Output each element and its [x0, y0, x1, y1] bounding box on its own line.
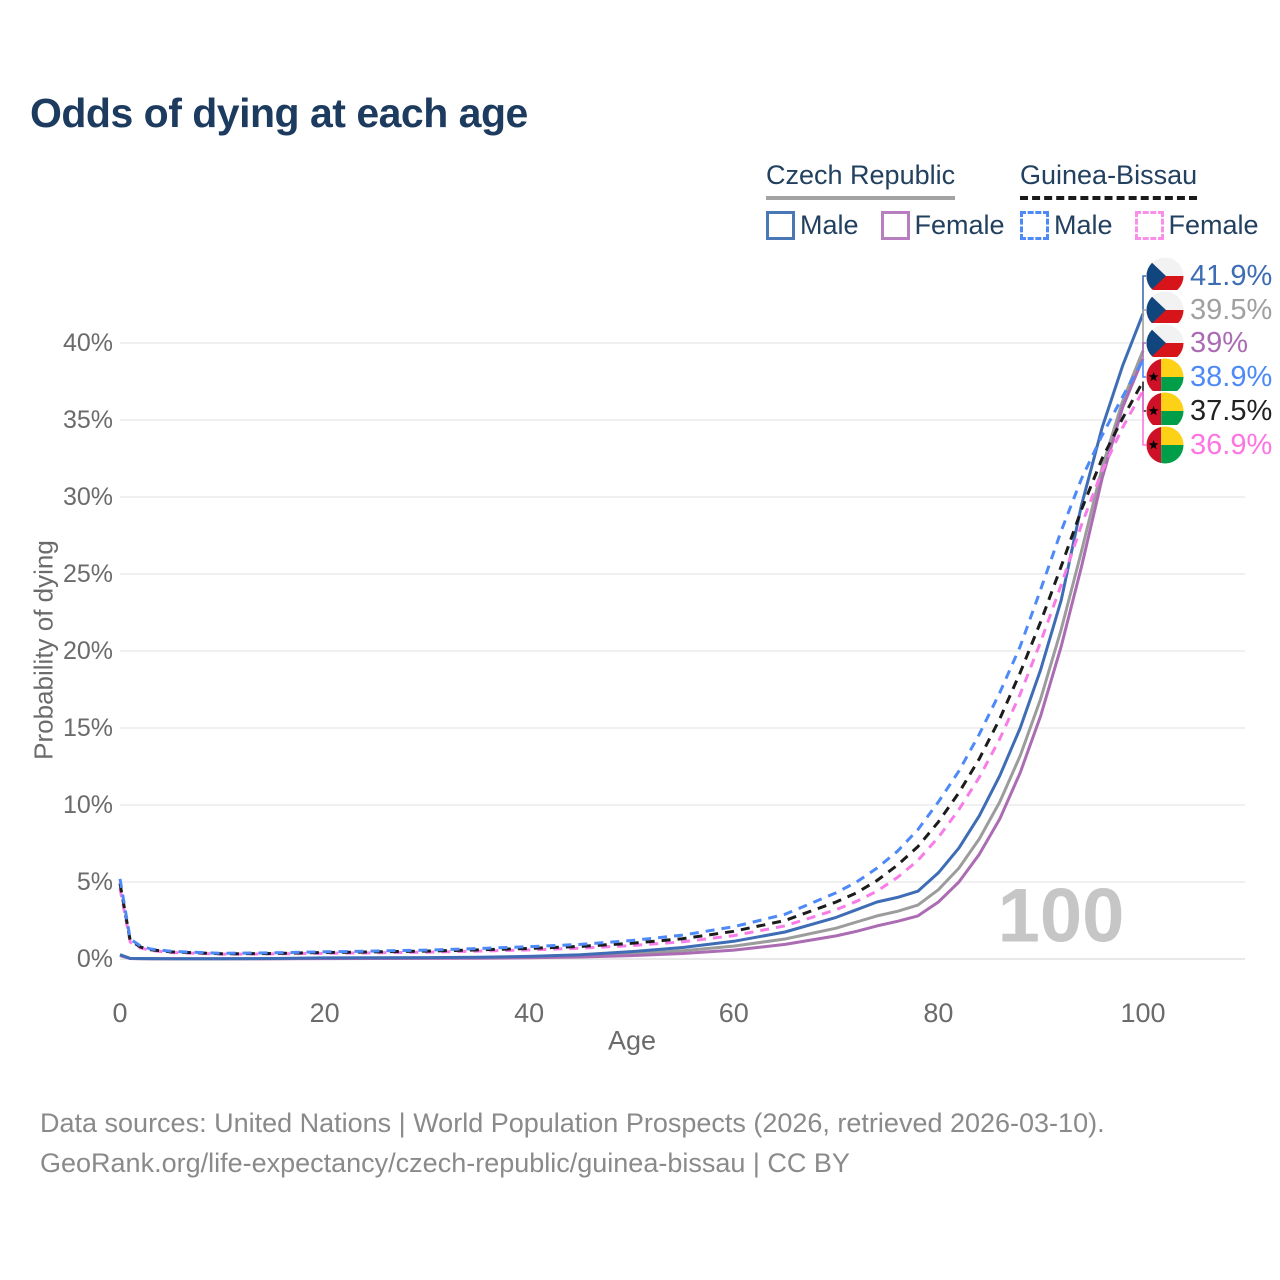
end-label-gb-male: 38.9%	[1146, 357, 1277, 397]
series-line-gb-female	[118, 389, 1145, 956]
x-tick-label: 100	[1120, 998, 1166, 1028]
legend-item-label: Female	[914, 210, 1005, 240]
legend-item-gb-female[interactable]: Female	[1134, 210, 1259, 241]
legend-item-czech-male[interactable]: Male	[766, 210, 859, 241]
czech-male-swatch-icon[interactable]	[766, 211, 795, 240]
legend-header-guinea-bissau: Guinea-Bissau	[1020, 160, 1198, 200]
series-line-gb-male	[118, 359, 1145, 955]
data-sources-note: Data sources: United Nations | World Pop…	[40, 1108, 1105, 1138]
x-tick-label: 40	[514, 998, 545, 1028]
legend-row: Male Female	[1020, 210, 1259, 241]
y-tick-label: 10%	[62, 791, 113, 819]
series-line-czech-average	[119, 350, 1145, 961]
guinea-bissau-flag-icon	[1146, 392, 1184, 430]
end-label-gb-female: 36.9%	[1146, 425, 1277, 465]
guinea-bissau-flag-icon	[1146, 426, 1184, 464]
legend-group-guinea-bissau: Guinea-Bissau Male Female	[1020, 160, 1259, 241]
series-line-czech-female	[119, 357, 1145, 961]
legend-item-label: Male	[800, 210, 859, 240]
series-line-czech-male	[119, 313, 1145, 961]
legend-item-label: Female	[1168, 210, 1259, 240]
end-label-value: 37.5%	[1190, 394, 1273, 427]
end-label-value: 41.9%	[1190, 259, 1273, 292]
gb-female-swatch-icon[interactable]	[1134, 211, 1164, 240]
end-label-value: 39.5%	[1190, 293, 1273, 326]
legend-item-gb-male[interactable]: Male	[1020, 210, 1113, 241]
x-axis-title: Age	[607, 1025, 657, 1056]
y-tick-label: 35%	[62, 406, 113, 434]
series-line-gb-average	[118, 380, 1145, 956]
y-tick-label: 5%	[76, 868, 113, 896]
watermark-age-100: 100	[997, 873, 1125, 959]
legend-header-czech-republic: Czech Republic	[766, 160, 956, 200]
x-tick-label: 0	[112, 998, 128, 1028]
end-label-value: 39%	[1190, 326, 1249, 359]
x-tick-label: 80	[923, 998, 954, 1028]
y-tick-label: 25%	[62, 560, 113, 588]
end-label-gb-average: 37.5%	[1146, 391, 1277, 431]
y-axis-title: Probability of dying	[28, 540, 59, 760]
y-tick-label: 30%	[62, 483, 113, 511]
legend-group-czech-republic: Czech Republic Male Female	[766, 160, 1005, 241]
czech-republic-flag-icon	[1146, 257, 1184, 295]
czech-female-swatch-icon[interactable]	[880, 211, 910, 240]
end-label-value: 36.9%	[1190, 428, 1273, 461]
y-tick-label: 20%	[62, 637, 113, 665]
legend-row: Male Female	[766, 210, 1005, 241]
page-title: Odds of dying at each age	[30, 90, 528, 136]
legend-item-czech-female[interactable]: Female	[880, 210, 1005, 241]
y-tick-label: 15%	[62, 714, 113, 742]
czech-republic-flag-icon	[1146, 324, 1184, 362]
y-tick-label: 40%	[62, 329, 113, 357]
legend-item-label: Male	[1054, 210, 1113, 240]
y-tick-label: 0%	[76, 945, 113, 973]
gb-male-swatch-icon[interactable]	[1020, 211, 1049, 240]
x-tick-label: 20	[309, 998, 340, 1028]
end-label-czech-male: 41.9%	[1146, 256, 1277, 296]
attribution-note: GeoRank.org/life-expectancy/czech-republ…	[40, 1148, 850, 1178]
guinea-bissau-flag-icon	[1146, 358, 1184, 396]
end-label-value: 38.9%	[1190, 360, 1273, 393]
end-label-czech-female: 39%	[1146, 323, 1253, 363]
x-tick-label: 60	[718, 998, 749, 1028]
